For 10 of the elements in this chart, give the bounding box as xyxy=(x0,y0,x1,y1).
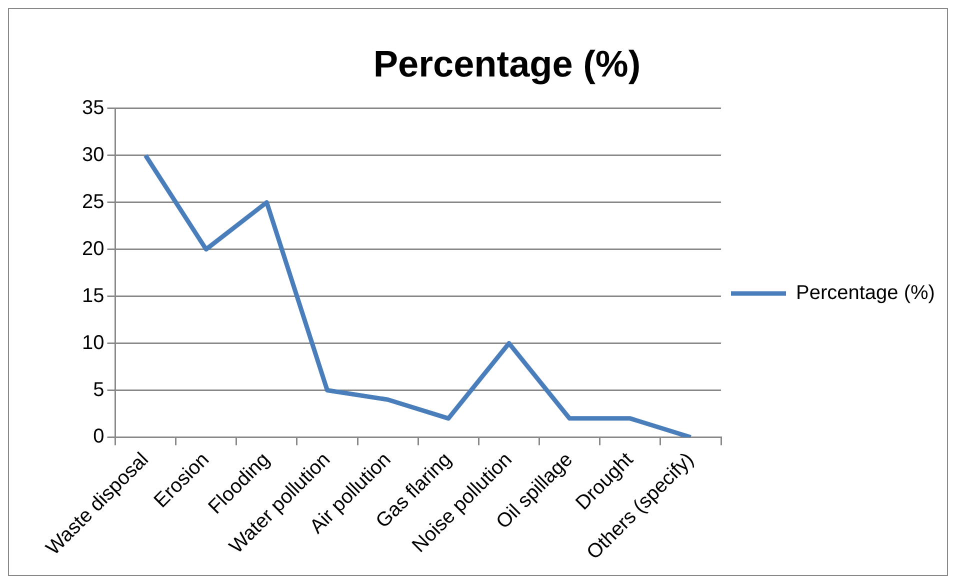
y-tick-label: 20 xyxy=(82,238,104,260)
y-tick-label: 35 xyxy=(82,96,104,119)
y-tick-label: 5 xyxy=(93,378,104,401)
y-tick-label: 25 xyxy=(82,190,104,213)
chart-title: Percentage (%) xyxy=(373,43,641,84)
y-tick-label: 10 xyxy=(82,332,104,354)
y-tick-label: 15 xyxy=(82,284,104,307)
y-tick-label: 0 xyxy=(93,426,104,448)
y-tick-label: 30 xyxy=(82,144,104,166)
legend-label: Percentage (%) xyxy=(796,282,935,304)
